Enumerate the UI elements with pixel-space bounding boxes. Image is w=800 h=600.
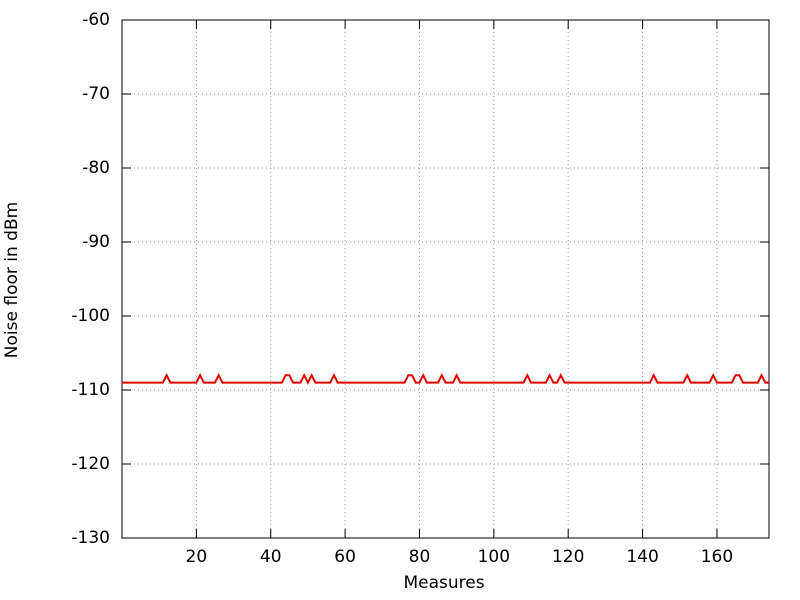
y-tick-label: -80 (82, 158, 110, 178)
y-tick-label: -110 (71, 380, 110, 400)
x-tick-label: 40 (260, 547, 282, 567)
y-tick-label: -90 (82, 232, 110, 252)
x-tick-label: 160 (701, 547, 733, 567)
y-tick-label: -60 (82, 10, 110, 30)
x-tick-label: 20 (186, 547, 208, 567)
data-line (122, 372, 769, 385)
y-tick-label: -120 (71, 454, 110, 474)
y-tick-label: -130 (71, 528, 110, 548)
plot-frame (121, 19, 770, 539)
x-tick-label: 120 (552, 547, 584, 567)
y-tick-label: -100 (71, 306, 110, 326)
y-tick-label: -70 (82, 84, 110, 104)
x-tick-label: 100 (478, 547, 510, 567)
y-axis-label: Noise floor in dBm (2, 202, 22, 358)
x-tick-label: 60 (334, 547, 356, 567)
x-tick-label: 80 (409, 547, 431, 567)
x-tick-label: 140 (626, 547, 658, 567)
x-axis-label: Measures (403, 573, 484, 593)
